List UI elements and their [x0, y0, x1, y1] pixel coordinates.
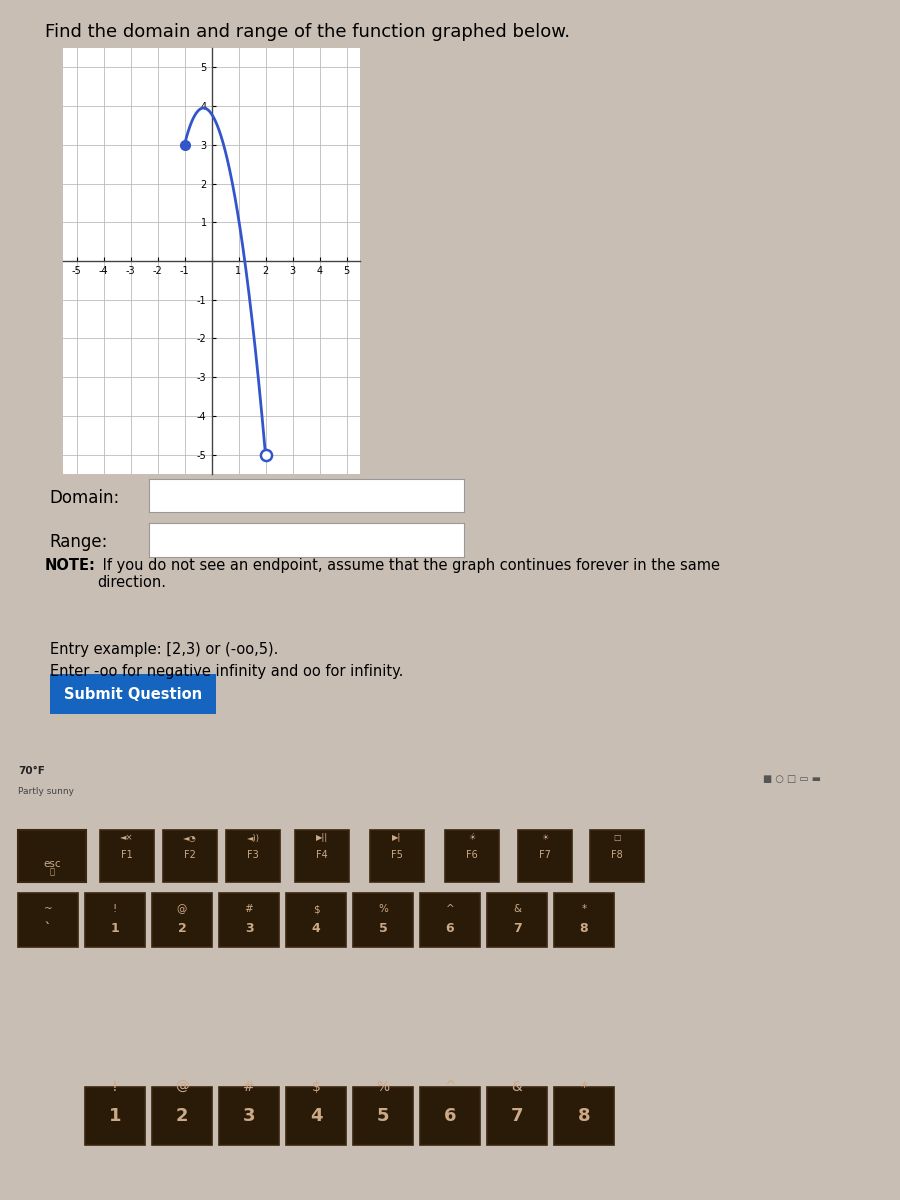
Text: 6: 6: [444, 1106, 456, 1126]
Text: $: $: [311, 1080, 320, 1094]
Text: 1: 1: [109, 1106, 122, 1126]
Text: 6: 6: [446, 923, 454, 936]
Bar: [554, 1087, 614, 1145]
Text: 4: 4: [311, 923, 320, 936]
Text: !: !: [112, 1080, 118, 1094]
Text: 8: 8: [580, 923, 589, 936]
Text: *: *: [580, 1080, 588, 1094]
Text: Domain:: Domain:: [50, 490, 120, 506]
Text: %: %: [378, 904, 388, 914]
Text: Enter -oo for negative infinity and oo for infinity.: Enter -oo for negative infinity and oo f…: [50, 664, 403, 679]
Bar: [219, 1087, 279, 1145]
Text: NOTE:: NOTE:: [45, 558, 96, 572]
Text: &: &: [513, 904, 521, 914]
Bar: [100, 830, 154, 882]
Text: ☀̇: ☀̇: [468, 834, 476, 842]
Text: ^: ^: [445, 1080, 455, 1094]
Text: F8: F8: [611, 850, 623, 860]
Text: F2: F2: [184, 850, 196, 860]
Text: ◄)): ◄)): [247, 834, 259, 842]
Text: ☐: ☐: [613, 834, 621, 842]
Text: %: %: [376, 1080, 390, 1094]
Bar: [18, 830, 86, 882]
Text: ◄×: ◄×: [121, 834, 134, 842]
Text: 5: 5: [377, 1106, 389, 1126]
Text: 7: 7: [513, 923, 521, 936]
Bar: [487, 893, 547, 947]
Bar: [590, 830, 644, 882]
Bar: [295, 830, 349, 882]
Text: F1: F1: [122, 850, 133, 860]
Text: F7: F7: [539, 850, 551, 860]
Text: 2: 2: [176, 1106, 188, 1126]
Bar: [370, 830, 424, 882]
Bar: [152, 893, 212, 947]
Text: #: #: [245, 904, 254, 914]
Text: $: $: [312, 904, 319, 914]
Bar: [518, 830, 572, 882]
Text: ▶|: ▶|: [392, 834, 401, 842]
Bar: [353, 893, 413, 947]
Text: 3: 3: [243, 1106, 256, 1126]
Text: 1: 1: [111, 923, 120, 936]
Text: 2: 2: [177, 923, 186, 936]
Bar: [487, 1087, 547, 1145]
Text: Submit Question: Submit Question: [64, 686, 202, 702]
Text: F3: F3: [248, 850, 259, 860]
Text: F4: F4: [316, 850, 328, 860]
Text: *: *: [581, 904, 587, 914]
Text: &: &: [511, 1080, 522, 1094]
Text: 7: 7: [511, 1106, 523, 1126]
Bar: [420, 893, 480, 947]
Text: 5: 5: [379, 923, 387, 936]
Bar: [85, 893, 145, 947]
Bar: [163, 830, 217, 882]
Text: Find the domain and range of the function graphed below.: Find the domain and range of the functio…: [45, 23, 570, 41]
Bar: [445, 830, 499, 882]
Text: F5: F5: [392, 850, 403, 860]
Text: 4: 4: [310, 1106, 322, 1126]
Text: 3: 3: [245, 923, 253, 936]
Text: #: #: [243, 1080, 255, 1094]
Text: ■ ○ □ ▭ ▬: ■ ○ □ ▭ ▬: [763, 774, 821, 784]
Text: 70°F: 70°F: [18, 767, 45, 776]
Bar: [219, 893, 279, 947]
Bar: [152, 1087, 212, 1145]
Text: ▶||: ▶||: [316, 834, 328, 842]
Text: ◄◔: ◄◔: [183, 834, 197, 842]
Bar: [353, 1087, 413, 1145]
Text: Range:: Range:: [50, 533, 108, 551]
Bar: [420, 1087, 480, 1145]
Text: ^: ^: [446, 904, 454, 914]
Text: Partly sunny: Partly sunny: [18, 787, 74, 796]
Text: !: !: [112, 904, 117, 914]
Bar: [18, 893, 78, 947]
Text: ~: ~: [43, 904, 52, 914]
Bar: [286, 893, 346, 947]
Text: esc: esc: [43, 859, 61, 869]
Text: 8: 8: [578, 1106, 590, 1126]
Bar: [85, 1087, 145, 1145]
Text: F6: F6: [466, 850, 478, 860]
Text: ☀: ☀: [541, 834, 549, 842]
Text: @: @: [176, 904, 187, 914]
Bar: [226, 830, 280, 882]
Bar: [554, 893, 614, 947]
Text: If you do not see an endpoint, assume that the graph continues forever in the sa: If you do not see an endpoint, assume th…: [98, 558, 720, 590]
Text: @: @: [176, 1080, 189, 1094]
Text: 🔒: 🔒: [50, 868, 55, 876]
Text: `: `: [45, 923, 51, 936]
Bar: [286, 1087, 346, 1145]
Text: Entry example: [2,3) or (-oo,5).: Entry example: [2,3) or (-oo,5).: [50, 642, 278, 658]
